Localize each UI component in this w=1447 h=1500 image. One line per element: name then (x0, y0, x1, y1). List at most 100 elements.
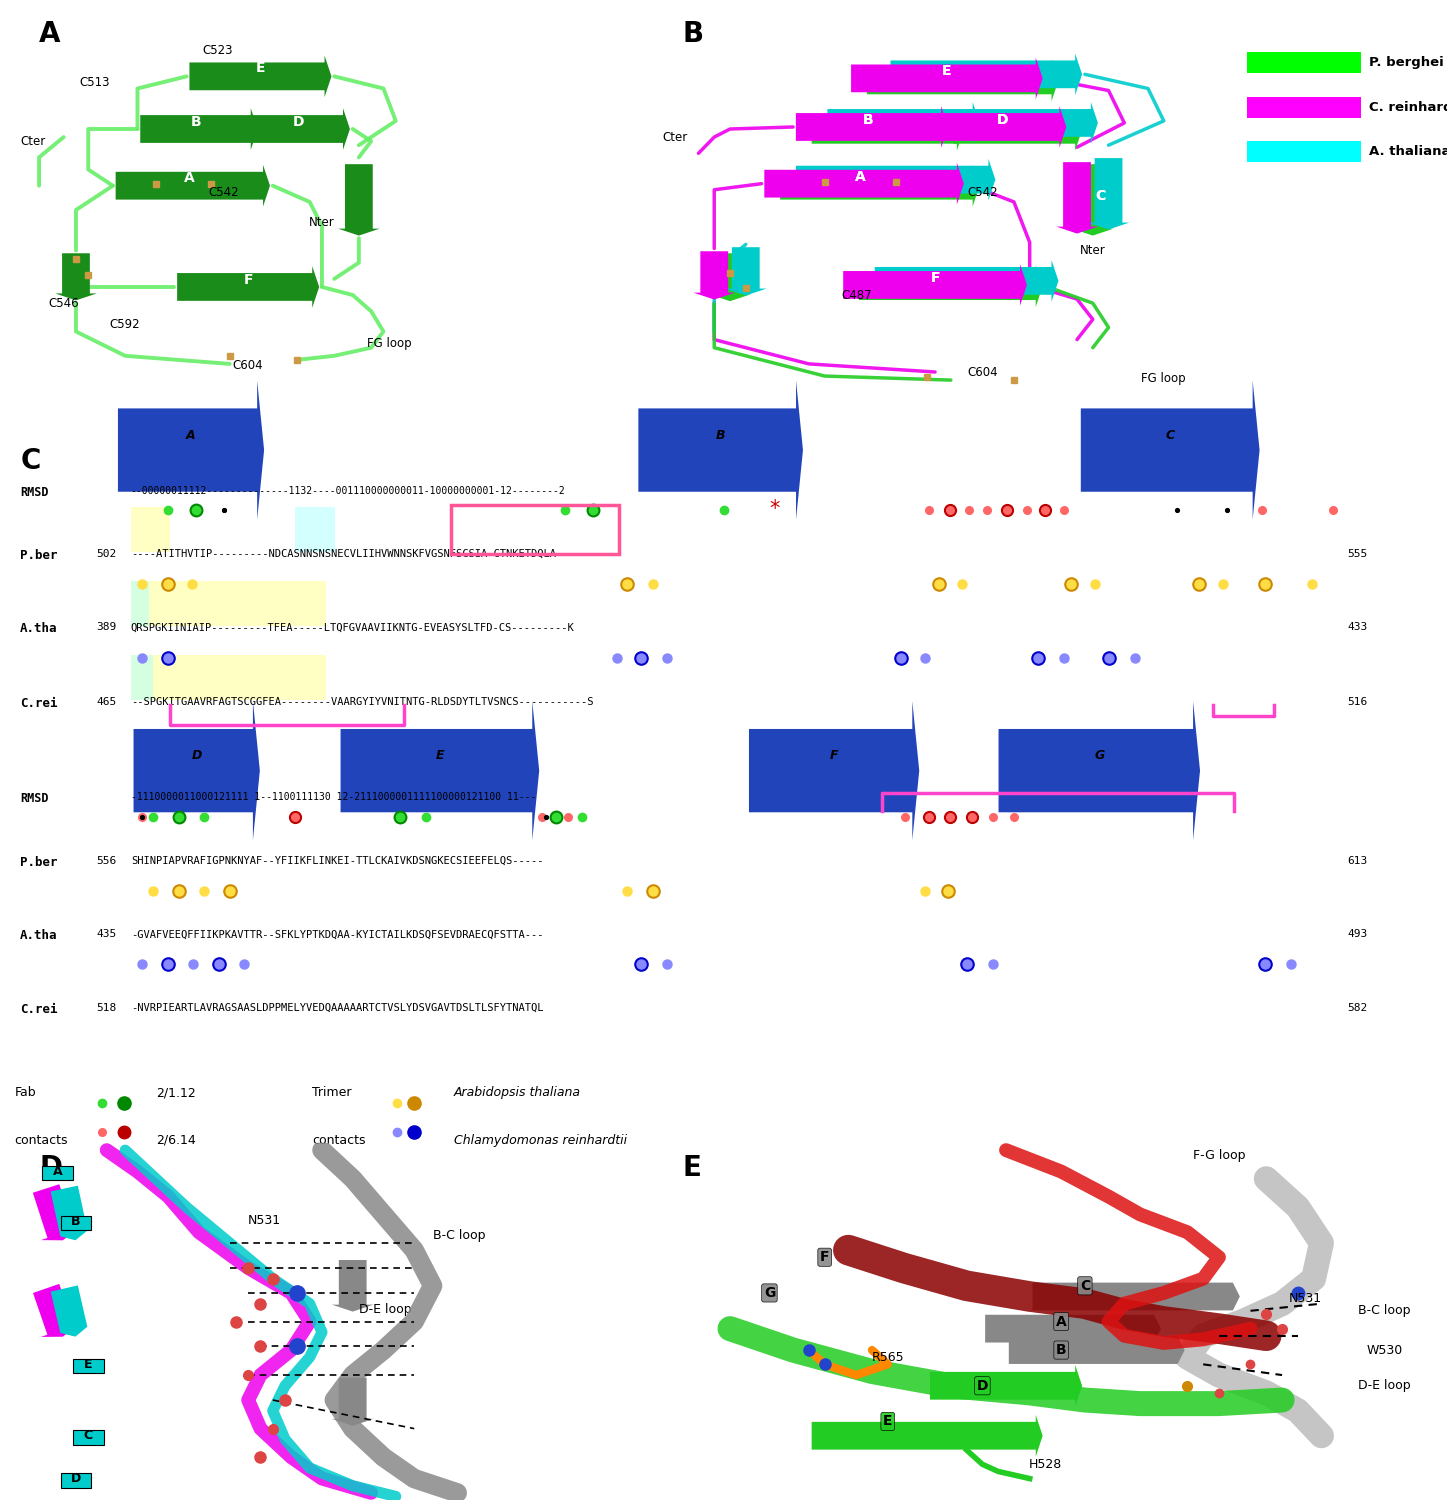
Text: A: A (52, 1166, 62, 1178)
Text: 613: 613 (1347, 856, 1367, 865)
Text: 2/1.12: 2/1.12 (156, 1086, 195, 1100)
Text: C604: C604 (233, 360, 263, 372)
Text: A. thaliana: A. thaliana (1369, 146, 1447, 158)
Text: C: C (373, 190, 383, 206)
Text: C: C (1166, 429, 1175, 441)
Text: D-E loop: D-E loop (1359, 1380, 1411, 1392)
Text: C: C (1095, 189, 1106, 202)
Text: D: D (997, 112, 1007, 128)
Text: P.ber: P.ber (20, 549, 58, 562)
Text: P.ber: P.ber (20, 856, 58, 868)
Text: E: E (942, 64, 952, 78)
Text: C542: C542 (208, 186, 239, 200)
Text: A.tha: A.tha (20, 930, 58, 942)
Ellipse shape (33, 38, 451, 382)
Text: E: E (436, 750, 444, 762)
Text: D: D (39, 1154, 62, 1182)
Text: C: C (1079, 1280, 1090, 1293)
Text: B: B (1056, 1342, 1066, 1358)
Text: 555: 555 (1347, 549, 1367, 560)
Text: F: F (820, 1250, 829, 1264)
Text: Nter: Nter (310, 216, 334, 228)
Text: A: A (187, 429, 195, 441)
Text: A: A (855, 170, 865, 184)
Text: B: B (191, 114, 201, 129)
Text: B: B (683, 20, 703, 48)
Bar (130, 580, 327, 626)
Text: B: B (862, 112, 874, 128)
Text: P. berghei: P. berghei (1369, 56, 1444, 69)
Text: A: A (855, 170, 865, 184)
Text: F: F (930, 272, 939, 285)
Text: 516: 516 (1347, 698, 1367, 706)
Text: G: G (683, 268, 695, 282)
Bar (295, 507, 334, 552)
Text: C546: C546 (48, 297, 80, 309)
Text: C. reinhardtii: C. reinhardtii (1369, 100, 1447, 114)
Bar (130, 580, 149, 626)
Bar (451, 506, 618, 554)
Text: --SPGKITGAAVRFAGTSCGGFEA--------VAARGYIYVNITNTG-RLDSDYTLTVSNCS-----------S: --SPGKITGAAVRFAGTSCGGFEA--------VAARGYIY… (130, 698, 593, 706)
Text: C.rei: C.rei (20, 1004, 58, 1016)
Text: 435: 435 (97, 930, 117, 939)
Text: FG loop: FG loop (1142, 372, 1187, 384)
Text: 493: 493 (1347, 930, 1367, 939)
Bar (61, 1216, 91, 1230)
Bar (130, 656, 327, 700)
Text: 582: 582 (1347, 1004, 1367, 1013)
Text: C: C (84, 1430, 93, 1442)
Text: H528: H528 (1029, 1458, 1062, 1472)
Text: C: C (20, 447, 41, 476)
Text: -GVAFVEEQFFIIKPKAVTTR--SFKLYPTKDQAA-KYICTAILKDSQFSEVDRAECQFSTTA---: -GVAFVEEQFFIIKPKAVTTR--SFKLYPTKDQAA-KYIC… (130, 930, 543, 939)
Text: A: A (184, 171, 195, 186)
Text: B: B (71, 1215, 81, 1228)
Text: C523: C523 (203, 44, 233, 57)
Text: W530: W530 (1366, 1344, 1402, 1356)
Text: Cter: Cter (663, 130, 687, 144)
Text: Fab: Fab (14, 1086, 36, 1100)
Text: D: D (977, 1378, 988, 1394)
Text: Trimer: Trimer (313, 1086, 352, 1100)
Text: G: G (683, 268, 695, 282)
Text: N531: N531 (1289, 1292, 1323, 1305)
Bar (130, 656, 153, 700)
Text: --00000011112--------------1132----001110000000011-10000000001-12--------2: --00000011112--------------1132----00111… (130, 486, 566, 495)
Text: 518: 518 (97, 1004, 117, 1013)
Text: D: D (191, 750, 203, 762)
Text: R565: R565 (871, 1350, 904, 1364)
Bar (1246, 53, 1360, 74)
Bar (1246, 96, 1360, 117)
Text: E: E (942, 64, 952, 78)
Text: C592: C592 (110, 318, 140, 330)
Text: 556: 556 (97, 856, 117, 865)
Text: 502: 502 (97, 549, 117, 560)
Text: C513: C513 (80, 76, 110, 88)
Text: B: B (862, 112, 874, 128)
Text: ----ATITHVTIP---------NDCASNNSNSNECVLIIHVWNNSKFVGSNFSCSIA-CTNKETDQLA: ----ATITHVTIP---------NDCASNNSNSNECVLIIH… (130, 549, 556, 560)
Text: G: G (1094, 750, 1104, 762)
Text: 2/6.14: 2/6.14 (156, 1134, 195, 1146)
Text: E: E (683, 1154, 702, 1182)
Text: C542: C542 (967, 186, 997, 200)
Bar (72, 1359, 104, 1374)
Text: E: E (883, 1414, 893, 1428)
Text: D: D (292, 114, 304, 129)
Text: E: E (256, 62, 265, 75)
Text: E: E (84, 1358, 93, 1371)
Text: *: * (770, 500, 780, 519)
Text: F: F (243, 273, 253, 286)
Text: -NVRPIEARTLAVRAGSAASLDPPMELYVEDQAAAAARTCTVSLYDSVGAVTDSLTLSFYTNATQL: -NVRPIEARTLAVRAGSAASLDPPMELYVEDQAAAAARTC… (130, 1004, 543, 1013)
Text: C604: C604 (967, 366, 997, 378)
Text: RMSD: RMSD (20, 792, 49, 806)
Text: Cter: Cter (20, 135, 45, 147)
Text: D: D (71, 1472, 81, 1485)
Text: Chlamydomonas reinhardtii: Chlamydomonas reinhardtii (454, 1134, 627, 1146)
Text: C: C (1095, 189, 1106, 202)
Text: N531: N531 (249, 1215, 281, 1227)
Text: A.tha: A.tha (20, 622, 58, 636)
Text: contacts: contacts (313, 1134, 366, 1146)
Bar (42, 1166, 72, 1180)
Text: F: F (831, 750, 838, 762)
Text: Arabidopsis thaliana: Arabidopsis thaliana (454, 1086, 582, 1100)
Text: G: G (51, 268, 62, 284)
